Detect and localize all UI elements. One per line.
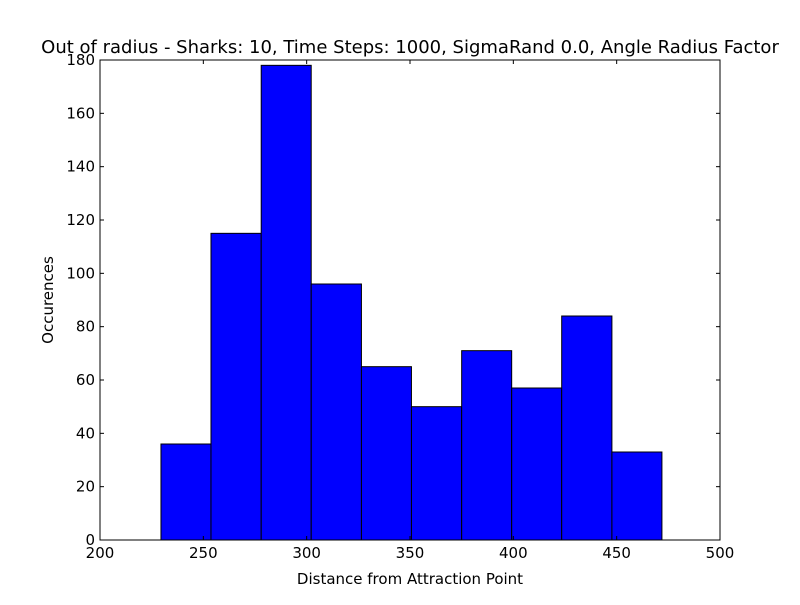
histogram-bar	[210, 232, 262, 541]
histogram-bar	[410, 406, 463, 541]
histogram-bar	[260, 64, 312, 541]
y-tick-label: 0	[85, 531, 95, 549]
bars-group	[160, 64, 663, 541]
x-tick-label: 500	[706, 544, 735, 562]
x-axis-label: Distance from Attraction Point	[297, 570, 523, 588]
y-tick-label: 60	[76, 371, 95, 389]
y-tick-label: 180	[66, 51, 95, 69]
y-tick-label: 20	[76, 478, 95, 496]
histogram-bar	[511, 387, 563, 541]
x-tick-label: 400	[499, 544, 528, 562]
y-tick-label: 120	[66, 211, 95, 229]
y-tick-label: 100	[66, 264, 95, 282]
x-tick-label: 200	[86, 544, 115, 562]
chart-title: Out of radius - Sharks: 10, Time Steps: …	[41, 37, 779, 58]
x-tick-label: 250	[189, 544, 218, 562]
histogram-bar	[561, 315, 613, 541]
y-tick-label: 140	[66, 158, 95, 176]
x-tick-label: 300	[292, 544, 321, 562]
y-tick-label: 40	[76, 424, 95, 442]
y-tick-label: 80	[76, 318, 95, 336]
histogram-bar	[310, 283, 362, 541]
x-tick-label: 350	[396, 544, 425, 562]
y-axis-label: Occurences	[39, 256, 57, 344]
y-tick-label: 160	[66, 104, 95, 122]
plot-frame	[99, 59, 721, 541]
histogram-bar	[160, 443, 212, 541]
histogram-bar	[611, 451, 663, 541]
histogram-bar	[461, 350, 513, 541]
histogram-bar	[360, 366, 412, 541]
ticks-group: 200 250 300 350 400 450 500 0 20 40 60 80 100 120 140 1…	[66, 51, 734, 562]
x-tick-label: 450	[602, 544, 631, 562]
